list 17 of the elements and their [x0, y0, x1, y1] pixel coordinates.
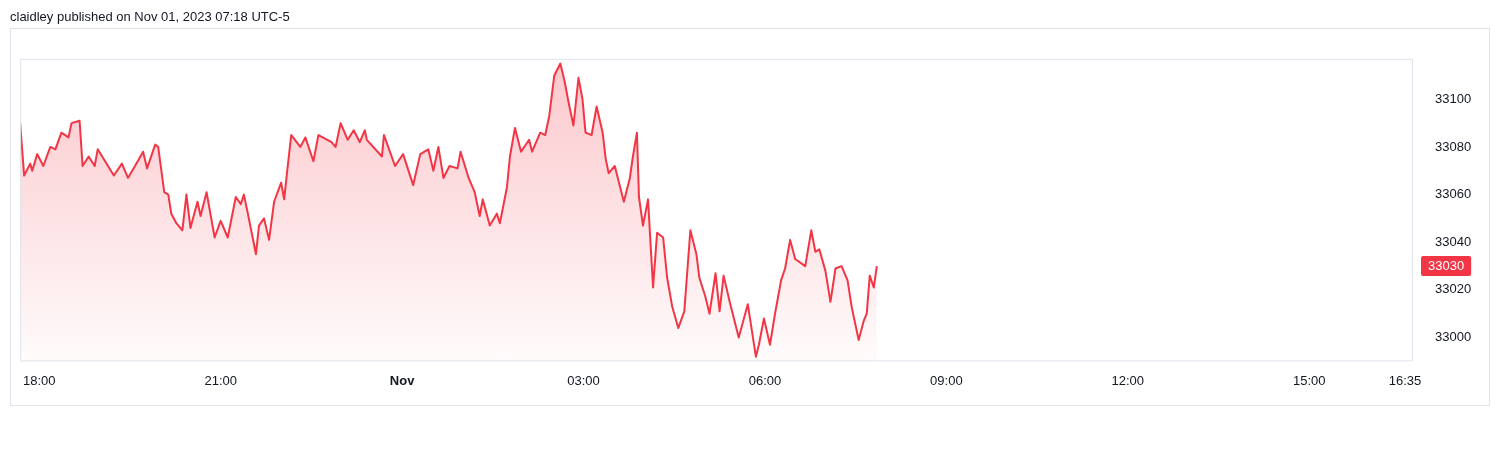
- x-tick-label: 09:00: [930, 372, 963, 388]
- y-tick-label: 33020: [1435, 281, 1472, 297]
- y-tick-label: 33100: [1435, 90, 1472, 106]
- x-tick-label: 16:35: [1388, 372, 1422, 388]
- x-tick-label: 18:00: [22, 372, 56, 388]
- y-tick-label: 33060: [1435, 186, 1472, 202]
- x-tick-label: 15:00: [1292, 372, 1326, 388]
- y-tick-label: 33080: [1435, 138, 1472, 154]
- chart-title: claidley published on Nov 01, 2023 07:18 UTC-5: [9, 8, 291, 26]
- x-tick-label: 06:00: [748, 372, 782, 388]
- text: 33030: [1428, 257, 1465, 273]
- x-tick-label: Nov: [389, 372, 416, 388]
- x-tick-label: 12:00: [1111, 372, 1145, 388]
- y-tick-label: 33000: [1435, 329, 1472, 345]
- x-tick-label: 03:00: [567, 372, 600, 388]
- y-tick-label: 33040: [1435, 233, 1472, 249]
- x-tick-label: 21:00: [204, 372, 237, 388]
